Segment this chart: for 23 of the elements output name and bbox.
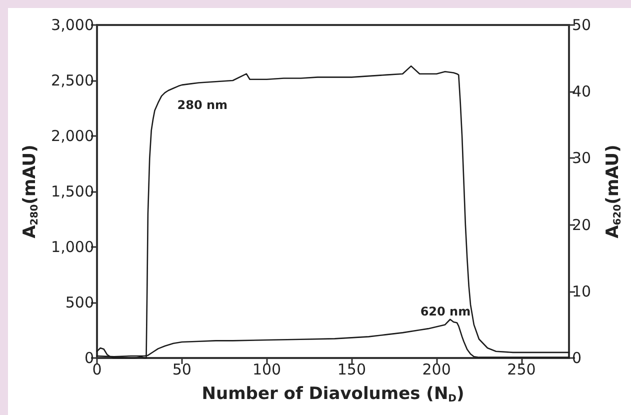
y2-tick-label: 40	[572, 82, 592, 101]
x-tick-label: 200	[422, 360, 451, 378]
y2-tick-label: 30	[572, 149, 592, 168]
x-tick-label: 250	[507, 360, 536, 378]
y2-tick-label: 20	[572, 216, 592, 234]
y-tick-label: 2,000	[51, 127, 94, 145]
x-tick-label: 100	[252, 360, 282, 378]
y-tick-label: 1,000	[51, 238, 94, 256]
y-tick-label: 0	[84, 349, 94, 367]
y2-axis-title: A620(mAU)	[603, 144, 624, 238]
y2-tick-label: 0	[572, 349, 582, 367]
x-tick-label: 50	[172, 360, 192, 378]
y2-tick-label: 50	[572, 16, 592, 34]
annotation: 620 nm	[420, 304, 471, 318]
x-tick-label: 150	[337, 360, 366, 378]
y-axis-title: A280(mAU)	[20, 144, 41, 238]
y-tick-label: 3,000	[51, 16, 94, 34]
y2-tick-label: 10	[572, 282, 592, 300]
annotation: 280 nm	[177, 98, 228, 112]
line-series	[96, 65, 570, 359]
y-tick-label: 500	[65, 294, 94, 312]
y-tick-label: 1,500	[51, 182, 94, 200]
y-tick-label: 2,500	[51, 72, 94, 90]
